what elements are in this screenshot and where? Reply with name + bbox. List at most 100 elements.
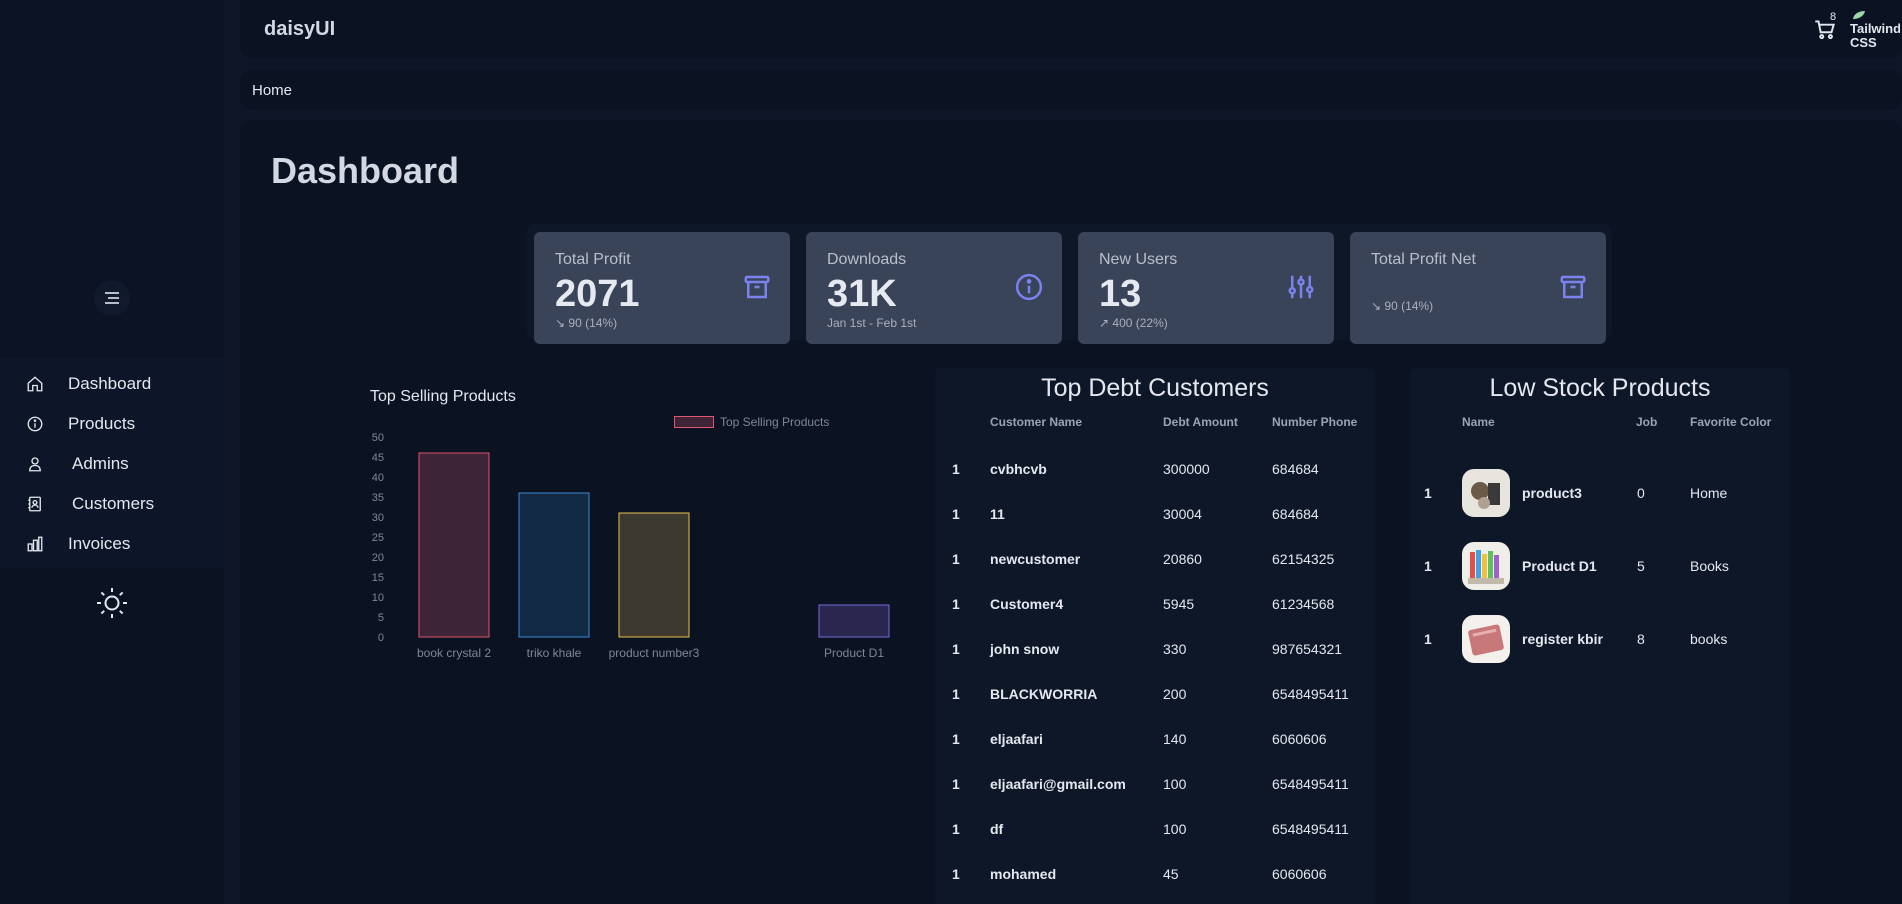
contact-card-icon (26, 495, 44, 513)
debt-amount: 45 (1163, 866, 1179, 882)
stat-value: 31K (827, 273, 897, 315)
phone-number: 6548495411 (1272, 686, 1349, 702)
row-index: 1 (1424, 485, 1432, 501)
bar[interactable] (418, 452, 490, 638)
sidebar-item-dashboard[interactable]: Dashboard (0, 368, 224, 400)
phone-number: 987654321 (1272, 641, 1343, 657)
debt-amount: 5945 (1163, 596, 1195, 612)
sidebar-item-admins[interactable]: Admins (0, 448, 224, 480)
product-favorite-color: books (1690, 631, 1728, 647)
sidebar-item-label: Invoices (68, 534, 131, 553)
page-title: Dashboard (271, 150, 460, 191)
y-tick-label: 45 (372, 452, 384, 464)
product-favorite-color: Home (1690, 485, 1728, 501)
stat-new-users: New Users 13 ↗︎ 400 (22%) (1078, 232, 1334, 344)
table-title: Top Debt Customers (1041, 374, 1269, 402)
table-title: Low Stock Products (1489, 374, 1711, 402)
x-tick-label: book crystal 2 (417, 646, 491, 660)
brand-logo[interactable]: daisyUI (264, 18, 336, 40)
x-tick-label: Product D1 (824, 646, 884, 660)
column-header: Number Phone (1272, 415, 1358, 429)
sidebar: Dashboard Products Admins Customers Invo… (0, 0, 224, 904)
info-icon (26, 415, 44, 433)
debt-amount: 20860 (1163, 551, 1202, 567)
phone-number: 684684 (1272, 461, 1319, 477)
y-tick-label: 20 (372, 552, 384, 564)
customer-name: john snow (990, 641, 1060, 657)
stat-title: New Users (1099, 251, 1178, 268)
tailwind-logo[interactable]: Tailwind CSS (1850, 8, 1900, 48)
customer-name: newcustomer (990, 551, 1081, 567)
column-header: Debt Amount (1163, 415, 1238, 429)
debt-amount: 330 (1163, 641, 1187, 657)
phone-number: 62154325 (1272, 551, 1335, 567)
theme-toggle-button[interactable] (94, 585, 130, 621)
top-navbar: daisyUI 8 Tailwind CSS (240, 0, 1902, 58)
customer-name: BLACKWORRIA (990, 686, 1098, 702)
row-index: 1 (952, 866, 960, 882)
y-tick-label: 30 (372, 512, 384, 524)
menu-toggle-button[interactable] (94, 280, 130, 316)
column-header: Job (1636, 415, 1658, 429)
customer-name: mohamed (990, 866, 1057, 882)
phone-number: 6060606 (1272, 866, 1327, 882)
sidebar-item-label: Dashboard (68, 374, 152, 393)
y-tick-label: 25 (372, 532, 384, 544)
leaf-icon (1853, 11, 1865, 19)
phone-number: 61234568 (1272, 596, 1335, 612)
breadcrumb-bar: Home (240, 70, 1902, 110)
debt-amount: 100 (1163, 776, 1187, 792)
row-index: 1 (952, 506, 960, 522)
stat-title: Downloads (827, 251, 907, 268)
chart-title: Top Selling Products (370, 388, 516, 405)
row-index: 1 (1424, 631, 1432, 647)
product-job: 8 (1637, 631, 1645, 647)
row-index: 1 (952, 731, 960, 747)
debt-amount: 30004 (1163, 506, 1202, 522)
sidebar-item-customers[interactable]: Customers (0, 488, 224, 520)
customer-name: df (990, 821, 1004, 837)
row-index: 1 (952, 821, 960, 837)
stat-downloads: Downloads 31K Jan 1st - Feb 1st (806, 232, 1062, 344)
top-debt-customers-table: Top Debt Customers Customer Name Debt Am… (935, 368, 1375, 904)
bar[interactable] (518, 492, 590, 638)
stat-total-profit: Total Profit 2071 ↘︎ 90 (14%) (534, 232, 790, 344)
low-stock-products-table: Low Stock Products Name Job Favorite Col… (1410, 368, 1790, 904)
info-icon (1015, 273, 1043, 301)
product-job: 0 (1637, 485, 1645, 501)
sidebar-nav: Dashboard Products Admins Customers Invo… (0, 358, 224, 568)
archive-icon (744, 275, 770, 299)
legend-label: Top Selling Products (720, 415, 830, 429)
row-index: 1 (952, 461, 960, 477)
user-icon (26, 455, 44, 473)
sidebar-item-label: Customers (72, 494, 155, 513)
product-job: 5 (1637, 558, 1645, 574)
sun-icon (97, 588, 127, 618)
chart-legend[interactable]: Top Selling Products (674, 415, 829, 429)
debt-amount: 200 (1163, 686, 1187, 702)
bar[interactable] (618, 512, 690, 638)
product-avatar (1462, 615, 1510, 663)
top-selling-chart: Top Selling Products Top Selling Product… (364, 380, 904, 710)
product-avatar (1462, 542, 1510, 590)
sidebar-item-label: Admins (72, 454, 129, 473)
main-content: Dashboard Total Profit 2071 ↘︎ 90 (14%) … (240, 120, 1902, 904)
bar[interactable] (818, 604, 890, 638)
breadcrumb[interactable]: Home (252, 82, 293, 99)
phone-number: 6060606 (1272, 731, 1327, 747)
debt-amount: 300000 (1163, 461, 1210, 477)
row-index: 1 (952, 641, 960, 657)
product-name: register kbir (1522, 631, 1603, 647)
y-tick-label: 40 (372, 472, 384, 484)
sidebar-item-invoices[interactable]: Invoices (0, 528, 224, 560)
cart-icon[interactable] (1812, 16, 1838, 42)
menu-icon (105, 292, 119, 304)
x-tick-label: product number3 (609, 646, 700, 660)
sidebar-item-products[interactable]: Products (0, 408, 224, 440)
phone-number: 6548495411 (1272, 776, 1349, 792)
y-tick-label: 50 (372, 432, 384, 444)
y-tick-label: 10 (372, 592, 384, 604)
sliders-icon (1288, 275, 1314, 299)
bar-chart-icon (26, 535, 44, 553)
cart-count-badge: 8 (1830, 11, 1837, 23)
